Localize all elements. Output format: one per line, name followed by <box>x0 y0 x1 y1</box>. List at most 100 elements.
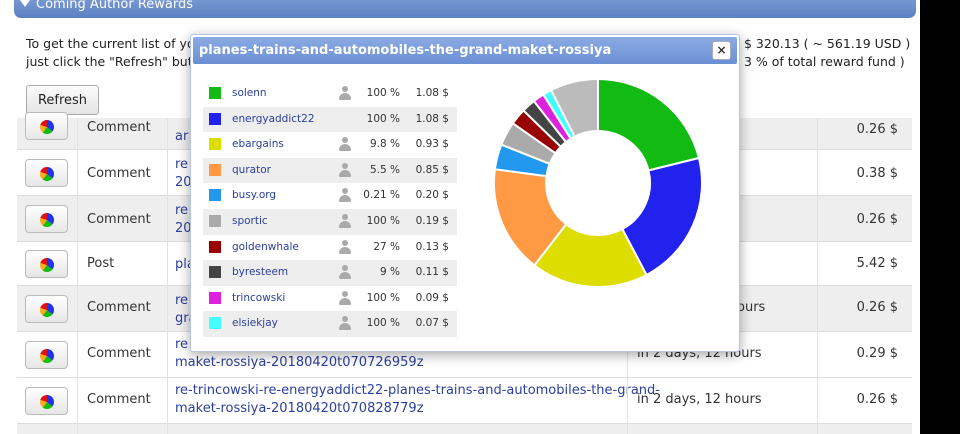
voter-name-link[interactable]: trincowski <box>232 291 286 304</box>
voter-row: trincowski 100 % 0.09 $ <box>203 286 457 312</box>
voter-row: goldenwhale 27 % 0.13 $ <box>203 235 457 261</box>
refresh-button[interactable]: Refresh <box>26 85 99 115</box>
voter-name-link[interactable]: byresteem <box>232 266 289 279</box>
voter-amount: 0.20 $ <box>415 189 449 202</box>
person-icon <box>338 239 352 255</box>
voter-name-link[interactable]: solenn <box>232 87 267 99</box>
table-row[interactable] <box>17 424 912 434</box>
pie-chart-button[interactable] <box>25 205 68 233</box>
row-type: Comment <box>87 166 151 181</box>
row-link[interactable]: pla <box>175 257 195 272</box>
pie-chart-button[interactable] <box>25 112 68 140</box>
row-link[interactable]: re <box>175 157 189 172</box>
voter-amount: 0.11 $ <box>415 266 449 279</box>
voter-name-link[interactable]: elsiekjay <box>232 317 278 330</box>
voter-row: byresteem 9 % 0.11 $ <box>203 260 457 286</box>
pie-icon <box>40 258 54 272</box>
pie-chart-button[interactable] <box>25 341 68 369</box>
row-amount: 0.26 $ <box>856 300 898 315</box>
section-header[interactable]: Coming Author Rewards <box>14 0 916 18</box>
voters-popup: planes-trains-and-automobiles-the-grand-… <box>190 34 740 352</box>
pie-icon <box>40 303 54 317</box>
voter-percent: 9 % <box>380 266 400 279</box>
row-type: Comment <box>87 346 151 361</box>
pie-chart-button[interactable] <box>25 387 68 415</box>
voter-name-link[interactable]: ebargains <box>232 138 284 151</box>
voter-name-link[interactable]: busy.org <box>232 189 277 202</box>
person-icon <box>338 137 352 152</box>
row-time: ours <box>737 300 766 315</box>
voter-amount: 0.09 $ <box>415 291 449 304</box>
voter-row: elsiekjay 100 % 0.07 $ <box>203 311 457 337</box>
pie-chart-button[interactable] <box>25 250 68 278</box>
close-icon: × <box>716 43 727 57</box>
voter-list: solenn 100 % 1.08 $ energyaddict22 100 % 1.08… <box>203 81 457 343</box>
voter-name-link[interactable]: qurator <box>232 163 271 176</box>
row-amount: 0.38 $ <box>856 166 898 181</box>
row-type: Post <box>87 256 115 271</box>
close-button[interactable]: × <box>712 41 731 60</box>
voter-name-link[interactable]: sportic <box>232 215 268 227</box>
voter-amount: 1.08 $ <box>415 87 449 99</box>
votes-pie-chart <box>493 78 703 288</box>
popup-title: planes-trains-and-automobiles-the-grand-… <box>199 43 612 58</box>
legend-swatch <box>209 215 221 227</box>
voter-row: qurator 5.5 % 0.85 $ <box>203 157 457 184</box>
row-link[interactable]: re <box>175 337 189 352</box>
voter-name-link[interactable]: energyaddict22 <box>232 112 315 125</box>
voter-amount: 0.07 $ <box>415 317 449 330</box>
popup-titlebar[interactable]: planes-trains-and-automobiles-the-grand-… <box>193 37 737 64</box>
voter-percent: 100 % <box>366 112 400 125</box>
legend-swatch <box>209 112 221 125</box>
voter-row: sportic 100 % 0.19 $ <box>203 209 457 235</box>
info-reward-fund: 3 % of total reward fund ) <box>744 54 905 69</box>
row-link[interactable]: re <box>175 293 189 308</box>
voter-row: energyaddict22 100 % 1.08 $ <box>203 106 457 133</box>
person-icon <box>338 162 352 178</box>
pie-slice-energyaddict22 <box>620 156 703 277</box>
voter-row: solenn 100 % 1.08 $ <box>203 81 457 107</box>
table-row[interactable]: Comment re maket-rossiya-20180420t070726… <box>17 332 912 378</box>
table-row[interactable]: Comment re-trincowski-re-energyaddict22-… <box>17 378 912 424</box>
pie-icon <box>40 120 54 134</box>
person-icon <box>338 290 352 306</box>
pie-icon <box>40 395 54 409</box>
voter-percent: 100 % <box>366 215 400 227</box>
section-title: Coming Author Rewards <box>36 0 194 12</box>
row-link[interactable]: ar <box>175 129 189 144</box>
row-time: in 2 days, 12 hours <box>637 392 762 407</box>
row-link-cont[interactable]: maket-rossiya-20180420t070828779z <box>175 401 424 416</box>
pie-icon <box>40 349 54 363</box>
pie-chart-button[interactable] <box>25 295 68 323</box>
column-divider <box>167 118 168 434</box>
collapse-arrow-icon <box>20 0 30 7</box>
pie-slice-solenn <box>597 78 701 172</box>
voter-percent: 9.8 % <box>369 138 400 151</box>
voter-amount: 0.13 $ <box>415 240 449 253</box>
voter-percent: 100 % <box>366 291 400 304</box>
voter-amount: 0.19 $ <box>415 215 449 227</box>
voter-name-link[interactable]: goldenwhale <box>232 240 299 253</box>
column-divider <box>77 118 78 434</box>
row-type: Comment <box>87 120 151 135</box>
person-icon <box>338 188 352 203</box>
column-divider <box>817 118 818 434</box>
voter-percent: 0.21 % <box>363 189 400 202</box>
pie-icon <box>40 167 54 181</box>
row-link[interactable]: re-trincowski-re-energyaddict22-planes-t… <box>175 383 660 398</box>
row-amount: 5.42 $ <box>856 256 898 271</box>
legend-swatch <box>209 317 221 330</box>
voter-amount: 0.85 $ <box>415 163 449 176</box>
voter-amount: 0.93 $ <box>415 138 449 151</box>
row-link-cont[interactable]: maket-rossiya-20180420t070726959z <box>175 355 424 370</box>
pie-chart-button[interactable] <box>25 159 68 187</box>
voter-percent: 27 % <box>373 240 400 253</box>
info-total-reward: $ 320.13 ( ~ 561.19 USD ) <box>744 36 911 51</box>
voter-amount: 1.08 $ <box>415 112 449 125</box>
row-amount: 0.26 $ <box>856 392 898 407</box>
voter-row: ebargains 9.8 % 0.93 $ <box>203 132 457 158</box>
row-amount: 0.29 $ <box>856 346 898 361</box>
pie-icon <box>40 213 54 227</box>
row-link[interactable]: re <box>175 203 189 218</box>
info-line-1: To get the current list of you <box>26 36 203 51</box>
